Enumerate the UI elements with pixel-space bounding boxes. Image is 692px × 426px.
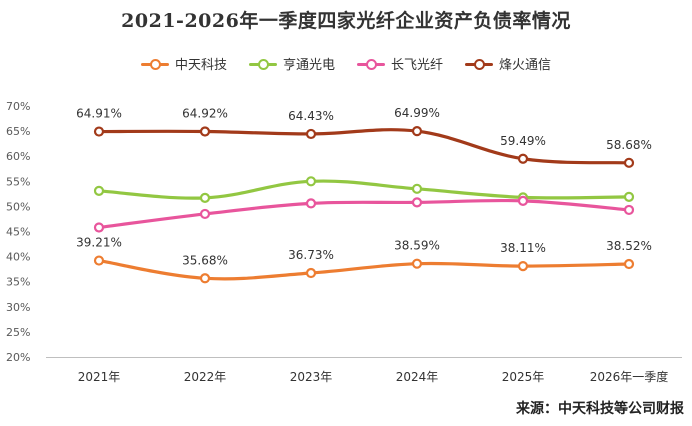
legend-swatch xyxy=(248,57,277,71)
data-point xyxy=(411,197,423,208)
data-point xyxy=(305,267,317,279)
data-label: 64.91% xyxy=(76,107,122,121)
legend-item: 中天科技 xyxy=(140,54,227,73)
x-tick-label: 2024年 xyxy=(396,370,439,384)
data-label: 35.68% xyxy=(182,253,228,267)
legend-swatch xyxy=(357,57,385,71)
y-tick-label: 55% xyxy=(6,175,30,188)
data-label: 39.21% xyxy=(76,236,122,250)
data-point xyxy=(305,176,317,187)
legend: 中天科技 亨通光电 长飞光纤 烽火通信 xyxy=(0,54,692,73)
data-label: 36.73% xyxy=(288,248,334,262)
data-point xyxy=(517,195,529,206)
y-tick-label: 65% xyxy=(6,125,30,138)
data-label: 58.68% xyxy=(606,138,652,152)
data-label: 38.52% xyxy=(606,239,652,253)
y-tick-label: 45% xyxy=(6,226,30,239)
y-tick-label: 50% xyxy=(6,200,30,213)
data-point xyxy=(305,198,317,209)
data-point xyxy=(411,258,423,269)
data-point xyxy=(93,126,105,137)
y-tick-label: 40% xyxy=(6,251,30,264)
data-label: 64.92% xyxy=(182,107,228,121)
legend-label: 烽火通信 xyxy=(499,58,552,73)
legend-label: 亨通光电 xyxy=(282,58,335,73)
data-point xyxy=(199,208,211,220)
data-label: 38.11% xyxy=(500,241,546,255)
x-tick-label: 2026年一季度 xyxy=(590,369,669,384)
legend-item: 烽火通信 xyxy=(465,54,551,73)
x-tick-label: 2025年 xyxy=(502,370,545,384)
data-point xyxy=(411,126,423,137)
y-tick-label: 60% xyxy=(6,150,30,163)
data-point xyxy=(305,128,317,140)
data-point xyxy=(93,255,105,266)
legend-item: 长飞光纤 xyxy=(357,54,443,73)
data-point xyxy=(199,126,211,137)
data-label: 64.43% xyxy=(288,109,334,123)
legend-label: 长飞光纤 xyxy=(391,58,444,73)
series-line-0 xyxy=(97,258,631,281)
x-tick-label: 2022年 xyxy=(184,370,227,384)
legend-label: 中天科技 xyxy=(174,58,227,73)
data-label: 64.99% xyxy=(394,106,440,120)
source-note: 来源：中天科技等公司财报 xyxy=(516,401,684,417)
legend-swatch xyxy=(465,57,494,71)
data-point xyxy=(517,153,529,164)
data-label: 38.59% xyxy=(394,239,440,253)
data-label: 59.49% xyxy=(500,134,546,148)
y-tick-label: 20% xyxy=(6,351,30,364)
y-tick-label: 25% xyxy=(6,326,30,339)
legend-item: 亨通光电 xyxy=(248,54,335,73)
data-point xyxy=(199,273,211,284)
data-point xyxy=(517,260,529,272)
x-tick-label: 2023年 xyxy=(290,370,333,384)
data-point xyxy=(93,222,105,233)
data-point xyxy=(411,183,423,194)
series-line-2 xyxy=(97,198,631,230)
data-point xyxy=(623,204,635,216)
data-point xyxy=(623,157,635,168)
series-line-1 xyxy=(97,179,631,200)
data-point xyxy=(93,185,105,196)
y-tick-label: 70% xyxy=(6,100,30,113)
legend-swatch xyxy=(140,57,169,71)
data-point xyxy=(623,191,635,202)
data-point xyxy=(623,258,635,270)
data-point xyxy=(199,192,211,203)
chart-title: 2021-2026年一季度四家光纤企业资产负债率情况 xyxy=(121,10,571,32)
y-tick-label: 35% xyxy=(6,276,30,289)
series-line-3 xyxy=(97,128,631,165)
x-tick-label: 2021年 xyxy=(78,370,121,384)
y-tick-label: 30% xyxy=(6,301,30,314)
